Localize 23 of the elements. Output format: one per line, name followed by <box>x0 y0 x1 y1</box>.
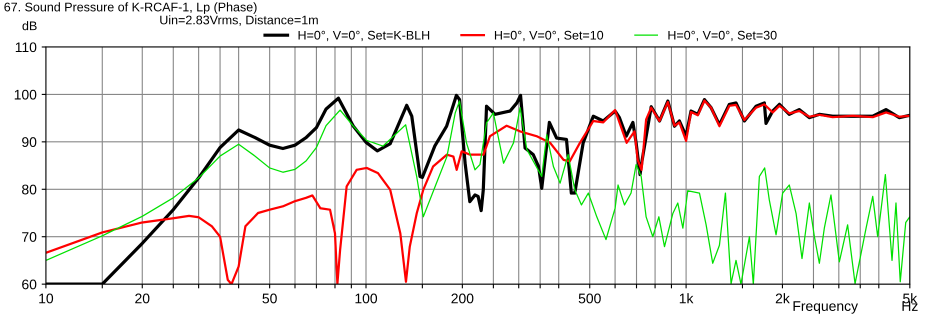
chart-subtitle: Uin=2.83Vrms, Distance=1m <box>160 15 318 26</box>
legend-label: H=0°, V=0°, Set=K-BLH <box>298 30 430 42</box>
y-tick-label: 80 <box>22 184 36 194</box>
x-tick-label: 500 <box>578 294 601 304</box>
x-tick-label: 10 <box>39 294 54 304</box>
text: Hz <box>902 301 918 311</box>
x-tick-label: 200 <box>451 294 474 304</box>
y-axis-title: dB <box>22 21 37 30</box>
x-tick-label: 20 <box>135 294 150 304</box>
y-tick-label: 90 <box>22 137 36 148</box>
chart-title: 67. Sound Pressure of K-RCAF-1, Lp (Phase) <box>4 2 257 14</box>
x-axis-title: Frequency <box>794 301 858 314</box>
y-tick-label: 110 <box>16 42 36 52</box>
y-tick-label: 60 <box>22 279 36 290</box>
x-tick-label: 100 <box>355 294 378 304</box>
x-tick-label: 50 <box>262 294 277 304</box>
legend-label: H=0°, V=0°, Set=30 <box>668 30 777 42</box>
legend-label: H=0°, V=0°, Set=10 <box>494 30 604 42</box>
x-tick-label: 2k <box>776 293 790 304</box>
x-tick-label: 1k <box>680 293 694 304</box>
y-tick-label: 100 <box>14 90 36 100</box>
x-tick-label: 5k <box>903 293 918 304</box>
y-tick-label: 70 <box>22 232 36 242</box>
